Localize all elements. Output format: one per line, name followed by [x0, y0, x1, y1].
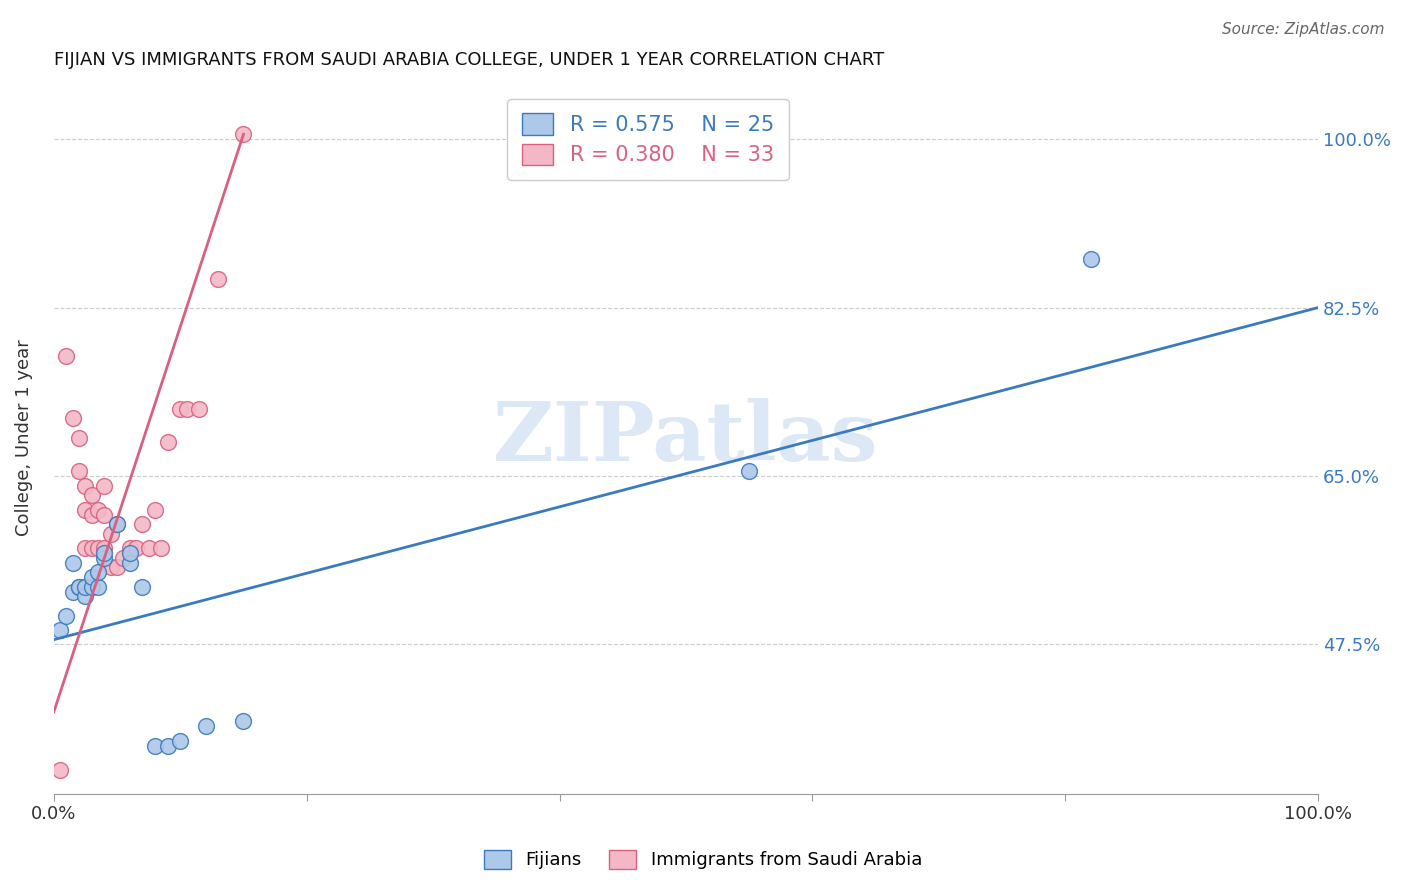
Point — [75, 590, 97, 604]
Point — [55, 608, 77, 623]
Point — [105, 517, 128, 532]
Point — [75, 541, 97, 556]
Point — [232, 714, 254, 729]
Point — [87, 580, 110, 594]
Point — [738, 464, 761, 478]
Point — [156, 739, 179, 753]
Point — [80, 580, 103, 594]
Point — [93, 478, 115, 492]
Text: Source: ZipAtlas.com: Source: ZipAtlas.com — [1222, 22, 1385, 37]
Point — [118, 546, 141, 560]
Point — [87, 541, 110, 556]
Point — [93, 541, 115, 556]
Point — [67, 430, 90, 444]
Point — [80, 508, 103, 522]
Point — [100, 560, 122, 574]
Point — [67, 580, 90, 594]
Point — [156, 435, 179, 450]
Point — [143, 502, 166, 516]
Point — [93, 550, 115, 565]
Y-axis label: College, Under 1 year: College, Under 1 year — [15, 339, 32, 536]
Point — [194, 719, 217, 733]
Point — [138, 541, 160, 556]
Point — [143, 739, 166, 753]
Legend: Fijians, Immigrants from Saudi Arabia: Fijians, Immigrants from Saudi Arabia — [475, 841, 931, 879]
Point — [55, 349, 77, 363]
Point — [67, 464, 90, 478]
Point — [125, 541, 148, 556]
Point — [169, 733, 191, 747]
Point — [49, 623, 72, 637]
Point — [62, 411, 84, 425]
Point — [131, 517, 153, 532]
Point — [118, 556, 141, 570]
Point — [105, 560, 128, 574]
Point — [232, 128, 254, 142]
Point — [75, 580, 97, 594]
Point — [207, 271, 229, 285]
Point — [49, 763, 72, 777]
Point — [87, 566, 110, 580]
Point — [87, 502, 110, 516]
Point — [131, 580, 153, 594]
Point — [80, 570, 103, 584]
Point — [118, 541, 141, 556]
Point — [62, 556, 84, 570]
Point — [75, 478, 97, 492]
Legend: R = 0.575    N = 25, R = 0.380    N = 33: R = 0.575 N = 25, R = 0.380 N = 33 — [508, 99, 789, 180]
Point — [80, 541, 103, 556]
Point — [169, 401, 191, 416]
Point — [176, 401, 198, 416]
Point — [75, 502, 97, 516]
Point — [1080, 252, 1102, 267]
Point — [93, 546, 115, 560]
Point — [105, 517, 128, 532]
Point — [62, 584, 84, 599]
Point — [100, 526, 122, 541]
Point — [150, 541, 173, 556]
Point — [188, 401, 211, 416]
Point — [93, 508, 115, 522]
Point — [80, 488, 103, 502]
Point — [112, 550, 135, 565]
Text: ZIPatlas: ZIPatlas — [494, 398, 879, 477]
Point — [67, 580, 90, 594]
Text: FIJIAN VS IMMIGRANTS FROM SAUDI ARABIA COLLEGE, UNDER 1 YEAR CORRELATION CHART: FIJIAN VS IMMIGRANTS FROM SAUDI ARABIA C… — [53, 51, 884, 69]
